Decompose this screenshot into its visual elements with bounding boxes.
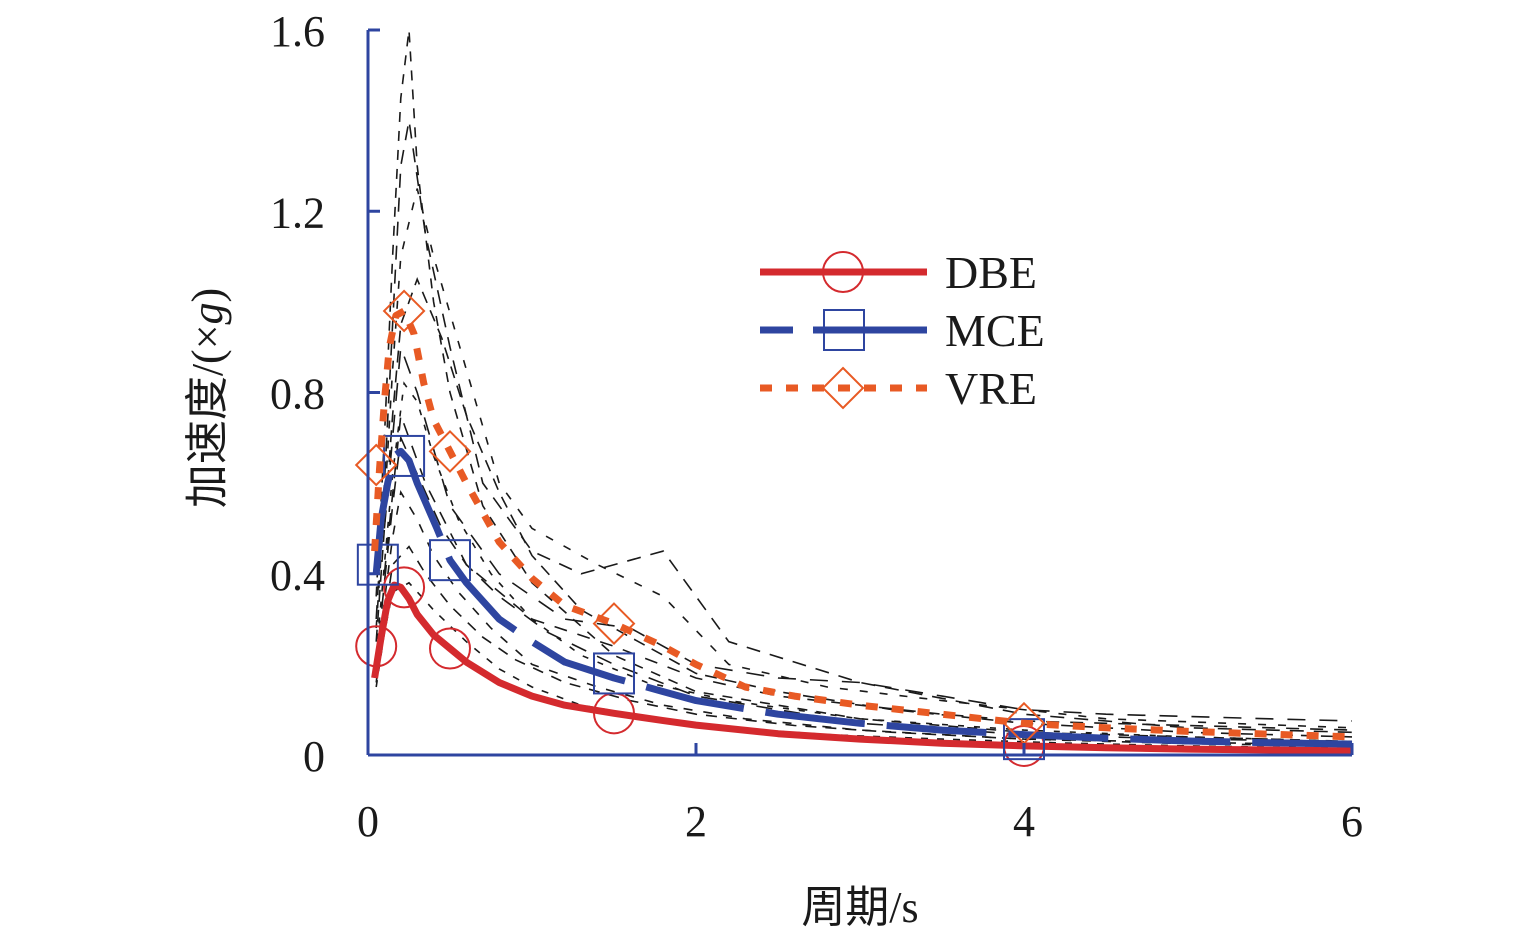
- legend-label-dbe: DBE: [945, 247, 1037, 298]
- record-line-4: [375, 276, 1353, 738]
- record-line-3: [375, 188, 1353, 729]
- vre-marker-diamond: [382, 289, 426, 333]
- vre-marker-diamond: [428, 429, 472, 473]
- dbe-marker-circle: [429, 627, 471, 670]
- vre-marker-diamond: [354, 443, 398, 487]
- x-tick-label: 0: [357, 797, 379, 846]
- legend-item-dbe: DBE: [760, 247, 1037, 298]
- record-line-5: [375, 381, 1353, 743]
- legend-item-vre: VRE: [760, 363, 1037, 414]
- y-axis-title-tail: ): [183, 288, 232, 303]
- axes: [366, 28, 1354, 757]
- legend-label-vre: VRE: [945, 363, 1037, 414]
- dbe-marker-circle: [355, 625, 398, 668]
- x-tick-label: 4: [1013, 797, 1035, 846]
- tick-labels: 0 2 4 6 0 0.4 0.8 1.2 1.6: [270, 7, 1363, 846]
- legend-marker-diamond: [821, 366, 865, 410]
- record-line-10: [383, 346, 1353, 722]
- y-tick-label: 0.4: [270, 551, 325, 600]
- mce-marker-square: [383, 434, 426, 477]
- legend: DBE MCE VRE: [760, 247, 1045, 414]
- x-tick-label: 6: [1341, 797, 1363, 846]
- vre-marker-diamond: [592, 602, 636, 646]
- series-line-vre: [371, 307, 1353, 741]
- y-tick-label: 1.2: [270, 188, 325, 237]
- series-line-dbe: [371, 581, 1353, 755]
- legend-item-mce: MCE: [760, 305, 1045, 356]
- y-tick-label: 0.8: [270, 370, 325, 419]
- design-spectra: [354, 289, 1353, 767]
- y-tick-label: 1.6: [270, 7, 325, 56]
- record-line-7: [375, 489, 1353, 747]
- record-line-8: [375, 545, 1353, 746]
- x-tick-label: 2: [685, 797, 707, 846]
- y-axis-title-text: 加速度/(×: [183, 324, 232, 508]
- mce-marker-square: [1003, 718, 1045, 761]
- mce-marker-square: [429, 539, 471, 582]
- x-axis-title: 周期/s: [801, 883, 918, 932]
- record-line-2: [375, 120, 1353, 734]
- legend-label-mce: MCE: [945, 305, 1045, 356]
- dbe-marker-circle: [383, 566, 426, 609]
- legend-marker-square: [823, 309, 865, 351]
- series-line-mce: [372, 447, 1353, 748]
- y-axis-title-italic: g: [183, 302, 232, 324]
- mce-marker-square: [593, 652, 635, 695]
- record-line-11: [383, 414, 1353, 731]
- legend-marker-circle: [822, 251, 864, 293]
- y-axis-title: 加速度/(×g): [183, 288, 232, 508]
- y-tick-label: 0: [303, 732, 325, 781]
